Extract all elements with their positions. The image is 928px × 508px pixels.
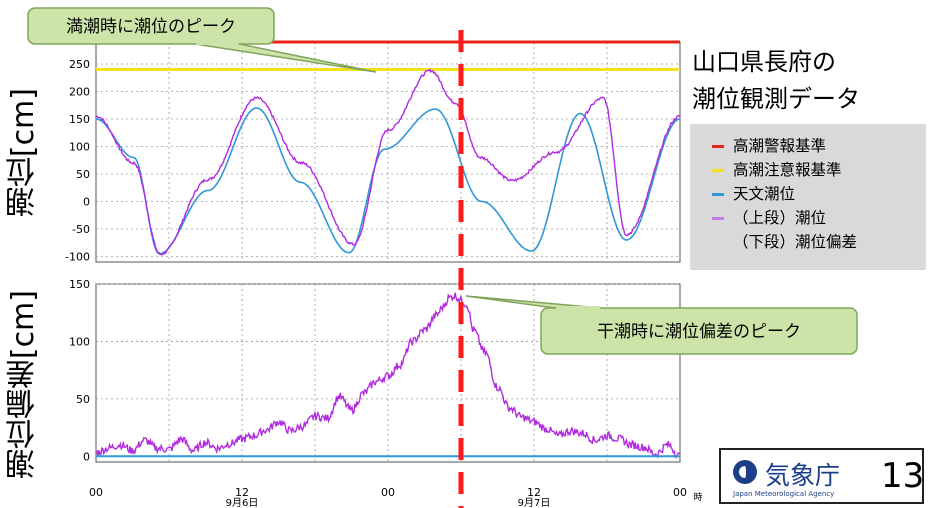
callout-low-tide: 干潮時に潮位偏差のピーク [465, 295, 858, 355]
y-tick-label: 150 [69, 278, 90, 291]
y-tick-label: 50 [76, 168, 90, 181]
x-tick-label: 00 [89, 486, 103, 499]
callout-joint [196, 41, 239, 45]
legend-swatch [712, 193, 724, 196]
legend-swatch [712, 241, 724, 244]
series-line-observed [95, 292, 681, 459]
y-tick-label: 0 [83, 450, 90, 463]
y-tick-label: 100 [69, 335, 90, 348]
legend: 高潮警報基準 高潮注意報基準 天文潮位 （上段）潮位 （下段）潮位偏差 [690, 124, 926, 270]
x-tick-label: 12 [235, 486, 249, 499]
logo-name-jp: 気象庁 [765, 461, 841, 490]
x-tick-label: 12 [527, 486, 541, 499]
legend-label: （上段）潮位 [733, 209, 827, 227]
legend-swatch [712, 145, 724, 148]
chart-title: 山口県長府の 潮位観測データ [692, 44, 860, 118]
anomaly-panel: 0 50 100 150 [69, 278, 681, 463]
legend-label: 高潮注意報基準 [733, 161, 842, 179]
x-tick-label: 00 [673, 486, 687, 499]
legend-item-advisory: 高潮注意報基準 [712, 158, 842, 180]
title-line-1: 山口県長府の [692, 48, 836, 76]
callout-box [540, 307, 858, 355]
top-y-axis-label: 潮位[cm] [6, 88, 41, 218]
callout-text: 干潮時に潮位偏差のピーク [597, 322, 801, 342]
series-line-astronomical [95, 107, 681, 255]
y-tick-label: -50 [72, 223, 90, 236]
legend-item-astronomical: 天文潮位 [712, 182, 795, 204]
x-tick-sublabel: 9月7日 [518, 497, 551, 508]
x-tick-label: 00 [381, 486, 395, 499]
legend-swatch [712, 217, 724, 220]
legend-label: 天文潮位 [733, 185, 796, 203]
page-number: 13 [881, 456, 925, 496]
legend-item-anomaly: （下段）潮位偏差 [712, 230, 857, 252]
callout-text: 満潮時に潮位のピーク [66, 17, 236, 37]
jma-logo: 気象庁 Japan Meteorological Agency 13 [719, 448, 924, 504]
tide-panel: -100 -50 0 50 100 150 200 250 [65, 40, 681, 264]
jma-emblem-icon [733, 460, 757, 484]
series-line-observed [95, 68, 681, 256]
y-tick-label: 0 [83, 196, 90, 209]
title-line-2: 潮位観測データ [692, 85, 860, 113]
y-tick-label: 50 [76, 393, 90, 406]
legend-item-warning: 高潮警報基準 [712, 134, 826, 156]
legend-label: 高潮警報基準 [733, 137, 827, 155]
y-tick-label: 100 [69, 141, 90, 154]
callout-high-tide: 満潮時に潮位のピーク [27, 7, 377, 73]
legend-label: （下段）潮位偏差 [733, 233, 858, 251]
logo-name-en: Japan Meteorological Agency [733, 490, 835, 498]
y-tick-label: 250 [69, 58, 90, 71]
x-tick-sublabel: 9月6日 [226, 497, 259, 508]
y-tick-label: 150 [69, 113, 90, 126]
y-tick-label: -100 [65, 251, 90, 264]
callout-box [27, 7, 275, 45]
legend-item-tide: （上段）潮位 [712, 206, 826, 228]
legend-swatch [712, 169, 724, 172]
x-axis-unit: 時 [693, 492, 702, 503]
bottom-y-axis-label: 潮位偏差[cm] [6, 290, 41, 480]
callout-joint [556, 306, 600, 310]
y-tick-label: 200 [69, 86, 90, 99]
